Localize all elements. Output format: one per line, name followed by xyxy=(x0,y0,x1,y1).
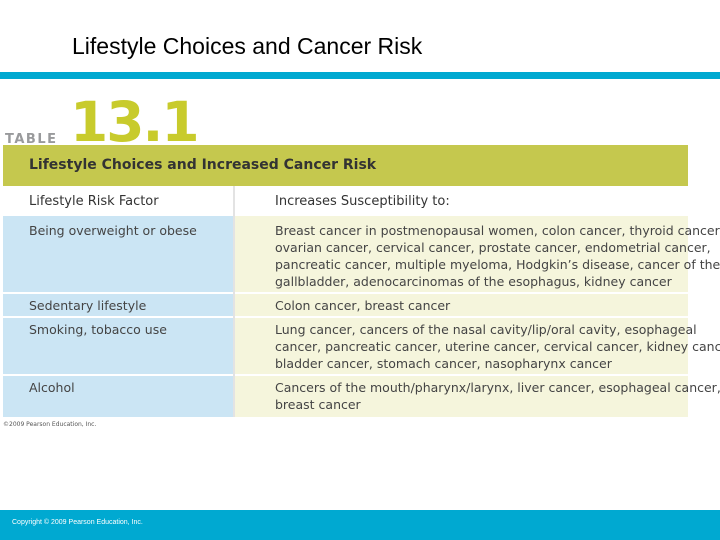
column-header-susceptibility-label: Increases Susceptibility to: xyxy=(275,194,450,209)
description-line: Colon cancer, breast cancer xyxy=(275,298,451,313)
description-line: breast cancer xyxy=(275,397,361,412)
table-row-2-factor: Smoking, tobacco use xyxy=(3,318,233,374)
column-divider xyxy=(233,186,235,417)
factor-text: Being overweight or obese xyxy=(29,223,197,238)
table-row-2-description: Lung cancer, cancers of the nasal cavity… xyxy=(235,318,720,374)
table-row-3-description: Cancers of the mouth/pharynx/larynx, liv… xyxy=(235,376,720,417)
footer-bar: Copyright © 2009 Pearson Education, Inc. xyxy=(0,510,720,540)
column-header-factor: Lifestyle Risk Factor xyxy=(3,186,233,216)
description-line: Breast cancer in postmenopausal women, c… xyxy=(275,223,720,238)
table-label-word: TABLE xyxy=(5,132,58,147)
table-header: Lifestyle Choices and Increased Cancer R… xyxy=(3,145,688,186)
table-row-1-factor: Sedentary lifestyle xyxy=(3,294,233,316)
slide-title: Lifestyle Choices and Cancer Risk xyxy=(72,33,423,59)
table-row-0-description: Breast cancer in postmenopausal women, c… xyxy=(235,216,720,292)
table-credit: ©2009 Pearson Education, Inc. xyxy=(3,421,97,428)
table-row-3-factor: Alcohol xyxy=(3,376,233,417)
table-number: 13.1 xyxy=(70,90,200,154)
footer-copyright: Copyright © 2009 Pearson Education, Inc. xyxy=(12,519,143,526)
description-line: ovarian cancer, cervical cancer, prostat… xyxy=(275,240,711,255)
description-line: Lung cancer, cancers of the nasal cavity… xyxy=(275,322,697,337)
column-header-susceptibility: Increases Susceptibility to: xyxy=(235,186,688,216)
description-line: Cancers of the mouth/pharynx/larynx, liv… xyxy=(275,380,720,395)
table-row-1-description: Colon cancer, breast cancer xyxy=(235,294,688,316)
description-line: cancer, pancreatic cancer, uterine cance… xyxy=(275,339,720,354)
description-line: pancreatic cancer, multiple myeloma, Hod… xyxy=(275,257,720,272)
description-line: bladder cancer, stomach cancer, nasophar… xyxy=(275,356,612,371)
column-header-factor-label: Lifestyle Risk Factor xyxy=(29,194,159,209)
description-line: gallbladder, adenocarcinomas of the esop… xyxy=(275,274,672,289)
factor-text: Alcohol xyxy=(29,380,75,395)
factor-text: Sedentary lifestyle xyxy=(29,298,147,313)
factor-text: Smoking, tobacco use xyxy=(29,322,167,337)
table-header-title: Lifestyle Choices and Increased Cancer R… xyxy=(29,157,377,173)
table-row-0-factor: Being overweight or obese xyxy=(3,216,233,292)
title-divider-bar xyxy=(0,72,720,79)
